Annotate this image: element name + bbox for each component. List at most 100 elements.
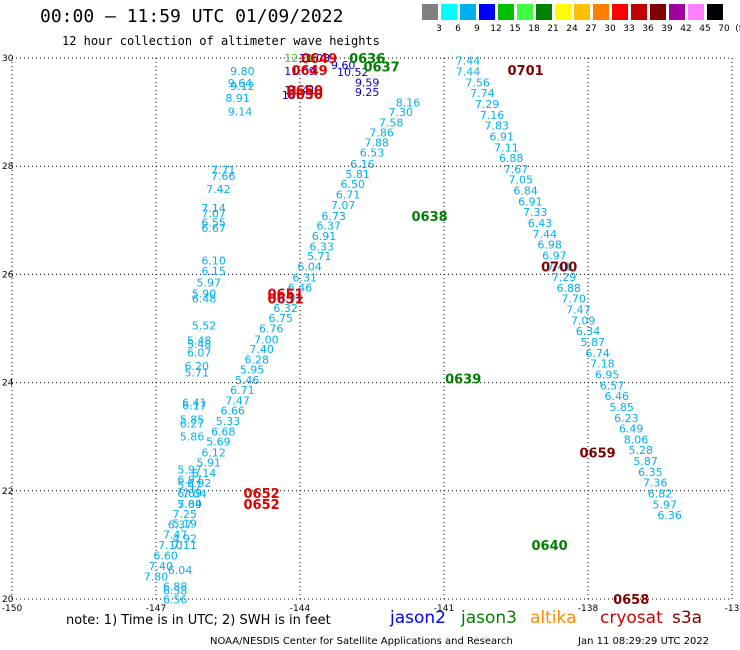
pass-time-label: 0700 xyxy=(541,260,577,275)
data-point-label: 6.07 xyxy=(187,346,212,359)
data-point-label: 12.38 xyxy=(284,52,316,65)
data-point-label: 7.44 xyxy=(456,55,481,68)
data-point-label: 7.07 xyxy=(201,207,226,220)
data-point-label: 7.41 xyxy=(547,260,572,273)
data-point-label: 6.88 xyxy=(163,581,188,594)
data-point-label: 6.91 xyxy=(489,130,514,143)
data-point-label: 9.80 xyxy=(230,65,255,78)
pass-time-label: 0637 xyxy=(364,61,400,76)
data-point-label: 6.46 xyxy=(605,390,630,403)
data-point-label: 5.28 xyxy=(629,444,654,457)
data-point-label: 4.92 xyxy=(173,532,198,545)
data-point-label: 7.25 xyxy=(173,508,198,521)
data-point-label: 7.71 xyxy=(211,164,236,177)
data-point-label: 9.14 xyxy=(228,106,253,119)
y-tick-label: 26 xyxy=(2,270,14,280)
data-point-label: 6.35 xyxy=(638,466,663,479)
data-point-label: 6.32 xyxy=(273,302,298,315)
data-point-label: 5.48 xyxy=(187,334,212,347)
data-point-label: 5.86 xyxy=(180,431,205,444)
data-point-label: 7.05 xyxy=(509,174,534,187)
pass-time-label: 0636 xyxy=(349,52,385,67)
color-swatch xyxy=(688,4,704,20)
data-point-label: 7.09 xyxy=(571,314,596,327)
data-point-label: 6.56 xyxy=(163,594,188,607)
data-point-label: 7.10 xyxy=(158,539,183,552)
data-point-label: 6.46 xyxy=(288,281,313,294)
footer-credit: NOAA/NESDIS Center for Satellite Applica… xyxy=(210,636,513,647)
data-point-label: 6.57 xyxy=(600,379,625,392)
data-point-label: 7.56 xyxy=(465,76,490,89)
data-point-label: 5.47 xyxy=(177,479,202,492)
data-point-label: 6.88 xyxy=(557,282,582,295)
data-point-label: 5.85 xyxy=(609,401,634,414)
data-point-label: 5.85 xyxy=(180,413,205,426)
data-point-label: 6.93 xyxy=(278,292,303,305)
color-swatch xyxy=(517,4,533,20)
pass-time-label: 0649 xyxy=(292,64,328,79)
data-point-label: 7.47 xyxy=(163,529,188,542)
pass-time-label: 0650 xyxy=(287,88,323,103)
y-tick-label: 24 xyxy=(2,379,14,389)
data-point-label: 6.68 xyxy=(211,425,236,438)
data-point-label: 5.97 xyxy=(177,464,202,477)
color-scale-label: 33 xyxy=(623,24,635,34)
data-point-label: 11.09 xyxy=(284,65,316,78)
data-point-label: 6.71 xyxy=(336,188,361,201)
data-point-label: 6.20 xyxy=(185,360,210,373)
data-point-label: 6.76 xyxy=(259,323,284,336)
color-swatch xyxy=(460,4,476,20)
data-point-label: 7.29 xyxy=(475,98,500,111)
color-swatch xyxy=(422,4,438,20)
y-tick-label: 30 xyxy=(2,54,14,64)
data-point-label: 7.83 xyxy=(485,120,510,133)
color-swatch xyxy=(631,4,647,20)
data-point-label: 7.58 xyxy=(379,116,404,129)
data-point-label: 6.95 xyxy=(595,368,620,381)
data-point-label: 6.66 xyxy=(221,405,246,418)
data-point-label: 6.23 xyxy=(614,412,639,425)
data-point-label: 5.71 xyxy=(185,366,210,379)
color-swatch xyxy=(555,4,571,20)
data-point-label: 6.48 xyxy=(192,293,217,306)
color-swatch xyxy=(574,4,590,20)
data-point-label: 6.10 xyxy=(201,254,226,267)
data-point-label: 9.25 xyxy=(355,86,380,99)
chart-note: note: 1) Time is in UTC; 2) SWH is in fe… xyxy=(66,613,331,628)
legend-jason3: jason3 xyxy=(461,608,517,628)
data-point-label: 9.64 xyxy=(228,77,253,90)
data-point-label: 7.86 xyxy=(369,127,394,140)
data-point-label: 11.08 xyxy=(299,52,331,65)
data-point-label: 7.11 xyxy=(494,141,519,154)
legend-altika: altika xyxy=(530,608,577,628)
data-point-label: 5.48 xyxy=(187,338,212,351)
color-scale-label: 21 xyxy=(547,24,559,34)
data-point-label: 6.69 xyxy=(177,487,202,500)
data-point-label: 6.04 xyxy=(297,260,322,273)
data-point-label: 7.07 xyxy=(331,199,356,212)
color-swatch xyxy=(707,4,723,20)
data-point-label: 5.87 xyxy=(581,336,606,349)
data-point-label: 6.41 xyxy=(182,397,207,410)
color-scale-label: 3 xyxy=(436,24,442,34)
y-tick-label: 20 xyxy=(2,595,14,605)
data-point-label: 6.17 xyxy=(182,399,207,412)
data-point-label: 7.16 xyxy=(480,109,505,122)
data-point-label: 6.50 xyxy=(341,178,366,191)
pass-time-label: 0652 xyxy=(244,498,280,513)
data-point-label: 5.87 xyxy=(633,455,658,468)
color-scale-label: 12 xyxy=(490,24,502,34)
data-point-label: 5.95 xyxy=(240,364,265,377)
data-point-label: 7.18 xyxy=(590,358,615,371)
data-point-label: 6.84 xyxy=(513,185,538,198)
color-swatch xyxy=(669,4,685,20)
legend-s3a: s3a xyxy=(672,608,703,628)
data-point-label: 6.16 xyxy=(350,158,375,171)
color-swatch xyxy=(612,4,628,20)
data-point-label: 7.40 xyxy=(149,560,174,573)
color-scale-label: 70 xyxy=(718,24,730,34)
data-point-label: 6.91 xyxy=(518,195,543,208)
data-point-label: 7.00 xyxy=(254,333,279,346)
data-point-label: 7.88 xyxy=(365,136,390,149)
